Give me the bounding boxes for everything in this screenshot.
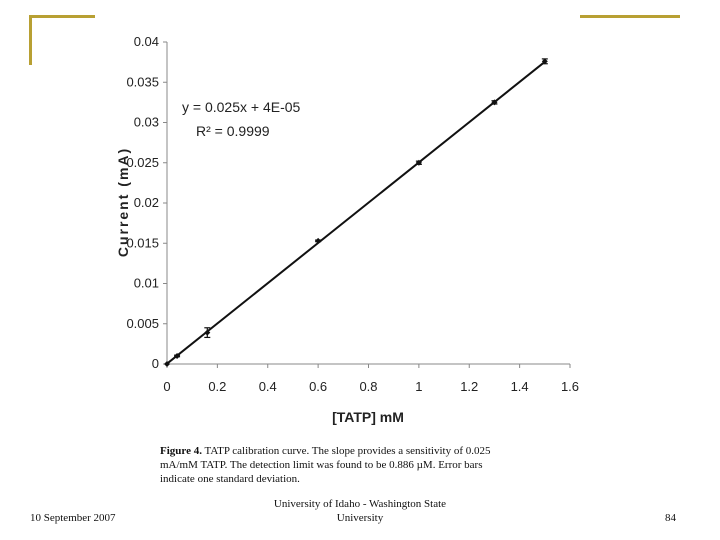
- figure-label: Figure 4.: [160, 445, 202, 457]
- y-axis-label: Current (mA): [115, 147, 131, 257]
- trendline-equation: y = 0.025x + 4E-05: [182, 99, 301, 115]
- footer-page-number: 84: [665, 512, 676, 524]
- data-point: [164, 361, 170, 367]
- y-tick-label: 0.03: [134, 115, 159, 130]
- x-tick-label: 0.6: [309, 379, 327, 394]
- x-tick-label: 1.4: [511, 379, 529, 394]
- caption-line-3: indicate one standard deviation.: [160, 473, 300, 485]
- y-tick-label: 0.02: [134, 195, 159, 210]
- corner-bracket-top-left-vertical: [29, 15, 32, 65]
- x-axis-label: [TATP] mM: [332, 409, 404, 425]
- data-point: [204, 329, 211, 336]
- y-tick-label: 0.035: [126, 74, 159, 89]
- footer-institution-line-1: University of Idaho - Washington State: [273, 498, 447, 510]
- corner-bracket-top-right-horizontal: [580, 15, 680, 18]
- r-squared-label: R² = 0.9999: [196, 123, 270, 139]
- x-tick-labels: 0 0.2 0.4 0.6 0.8 1 1.2 1.4 1.6: [163, 379, 579, 394]
- x-tick-label: 0: [163, 379, 170, 394]
- x-tick-label: 0.4: [259, 379, 277, 394]
- data-point: [541, 58, 548, 65]
- data-point: [491, 99, 498, 106]
- footer-date: 10 September 2007: [30, 512, 116, 524]
- y-tick-label: 0.015: [126, 235, 159, 250]
- corner-bracket-top-left-horizontal: [29, 15, 95, 18]
- x-tick-label: 0.8: [359, 379, 377, 394]
- footer-institution-line-2: University: [336, 512, 384, 524]
- x-tick-label: 1.6: [561, 379, 579, 394]
- caption-line-1: TATP calibration curve. The slope provid…: [204, 445, 491, 457]
- data-points: [164, 58, 548, 367]
- figure-caption: Figure 4. TATP calibration curve. The sl…: [160, 444, 540, 486]
- y-tick-labels: 0 0.005 0.01 0.015 0.02 0.025 0.03 0.035 0.04: [126, 34, 159, 371]
- caption-line-2: mA/mM TATP. The detection limit was foun…: [160, 459, 483, 471]
- data-point: [174, 352, 181, 359]
- trendline: [166, 61, 546, 365]
- y-tick-label: 0.025: [126, 155, 159, 170]
- footer-institution: University of Idaho - Washington State U…: [250, 497, 470, 525]
- x-tick-label: 1: [415, 379, 422, 394]
- y-tick-label: 0.01: [134, 276, 159, 291]
- y-tick-label: 0.04: [134, 34, 159, 49]
- y-tick-label: 0: [152, 356, 159, 371]
- y-tick-label: 0.005: [126, 316, 159, 331]
- x-tick-label: 1.2: [460, 379, 478, 394]
- x-tick-label: 0.2: [208, 379, 226, 394]
- data-point: [415, 159, 422, 166]
- data-point: [315, 237, 322, 244]
